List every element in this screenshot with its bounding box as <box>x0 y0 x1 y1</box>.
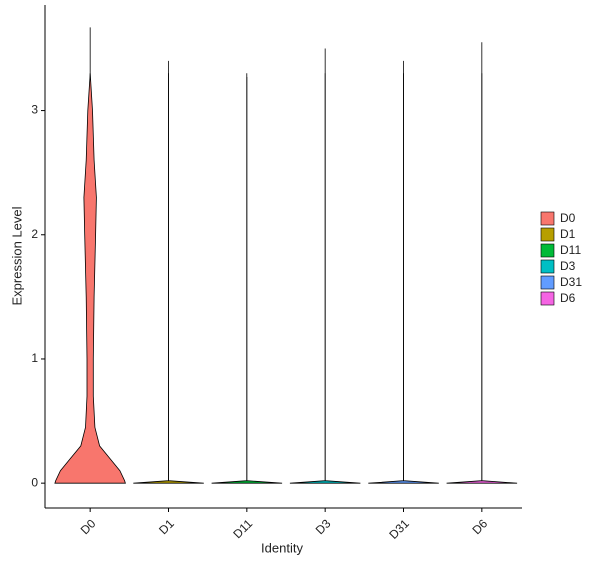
legend-swatch <box>540 259 555 274</box>
legend-label: D3 <box>560 259 576 273</box>
violin <box>133 73 204 484</box>
violin <box>446 73 518 484</box>
x-tick-label: D1 <box>156 516 177 537</box>
legend-label: D0 <box>560 211 576 225</box>
y-axis-label: Expression Level <box>9 206 24 305</box>
x-tick-label: D3 <box>313 516 334 537</box>
y-tick-label: 1 <box>31 351 38 365</box>
legend-swatch <box>540 243 555 258</box>
y-tick-label: 3 <box>31 103 38 117</box>
violin <box>54 73 126 484</box>
legend-swatch <box>540 227 555 242</box>
legend-swatch <box>540 275 555 290</box>
violin <box>211 73 283 484</box>
x-axis-label: Identity <box>261 540 303 555</box>
y-tick-label: 0 <box>31 475 38 489</box>
x-tick-label: D6 <box>469 516 490 537</box>
legend-label: D31 <box>560 275 582 289</box>
x-tick-label: D31 <box>386 516 412 542</box>
legend-label: D6 <box>560 291 576 305</box>
violin <box>289 73 361 484</box>
legend-label: D1 <box>560 227 576 241</box>
y-tick-label: 2 <box>31 227 38 241</box>
x-tick-label: D0 <box>78 516 99 537</box>
legend-swatch <box>540 211 555 226</box>
legend-swatch <box>540 291 555 306</box>
violin <box>368 73 439 484</box>
x-tick-label: D11 <box>230 516 255 541</box>
legend-label: D11 <box>560 243 581 257</box>
